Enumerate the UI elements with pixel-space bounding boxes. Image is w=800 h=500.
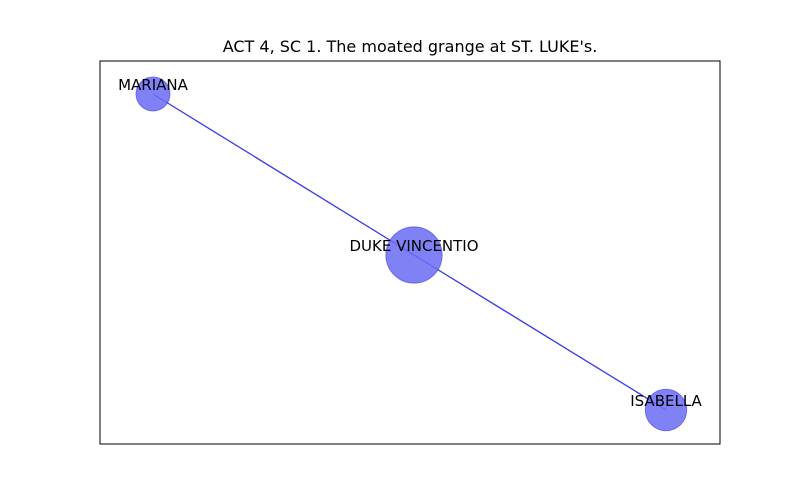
edge-duke-isabella — [413, 254, 667, 411]
node-label-mariana: MARIANA — [118, 76, 189, 94]
node-label-isabella: ISABELLA — [630, 392, 702, 410]
edge-mariana-duke — [152, 93, 415, 256]
edges-layer — [152, 93, 667, 411]
node-mariana — [135, 76, 171, 112]
node-isabella — [644, 388, 688, 432]
plot-frame — [99, 60, 721, 445]
node-duke — [385, 226, 443, 284]
labels-layer: MARIANA DUKE VINCENTIO ISABELLA — [118, 76, 702, 410]
nodes-layer — [135, 76, 688, 432]
node-label-duke: DUKE VINCENTIO — [349, 237, 478, 255]
diagram-title: ACT 4, SC 1. The moated grange at ST. LU… — [223, 37, 598, 56]
